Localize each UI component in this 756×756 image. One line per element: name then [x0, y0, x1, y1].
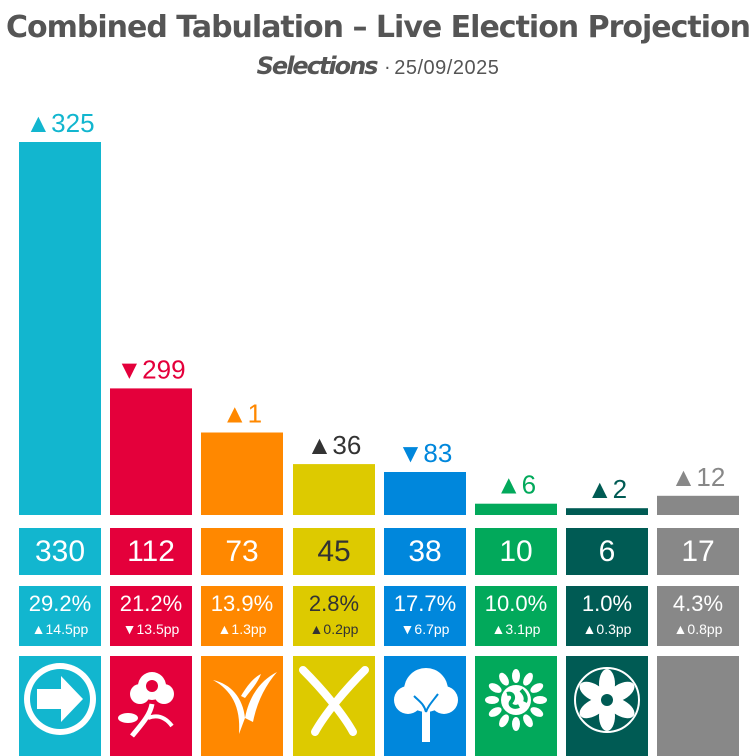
- vote-box-reform: 29.2% ▲14.5pp: [19, 586, 101, 646]
- brand-logo: Selections: [256, 52, 379, 80]
- vote-share-others: 4.3%: [672, 591, 724, 616]
- vote-change-conservative: ▼6.7pp: [400, 621, 450, 637]
- seat-count-others: 17: [657, 528, 739, 575]
- vote-box-green: 10.0% ▲3.1pp: [475, 586, 557, 646]
- date-label: 25/09/2025: [394, 57, 500, 79]
- bar-conservative: [384, 472, 466, 515]
- separator: ·: [384, 58, 391, 79]
- seat-change-label-reform: ▲325: [25, 108, 94, 138]
- vote-box-conservative: 17.7% ▼6.7pp: [384, 586, 466, 646]
- bar-plaid-cymru: [566, 508, 648, 515]
- vote-change-snp: ▲0.2pp: [309, 621, 359, 637]
- vote-change-plaid-cymru: ▲0.3pp: [582, 621, 632, 637]
- bar-others: [657, 495, 739, 515]
- poppy-logo-icon: [566, 656, 648, 756]
- bar-chart: ▲325 ▼299 ▲1 ▲36 ▼83 ▲6 ▲2 ▲12: [19, 108, 739, 515]
- seat-count-plaid-cymru: 6: [566, 528, 648, 575]
- vote-share-labour: 21.2%: [119, 591, 183, 616]
- chart-title: Combined Tabulation – Live Election Proj…: [5, 10, 751, 45]
- seat-change-label-labour: ▼299: [116, 354, 185, 384]
- vote-box-labour: 21.2% ▼13.5pp: [110, 586, 192, 646]
- seat-count-conservative: 38: [384, 528, 466, 575]
- seat-change-label-green: ▲6: [496, 470, 536, 500]
- seat-change-label-plaid-cymru: ▲2: [587, 474, 627, 504]
- arrow-logo-icon: [19, 656, 101, 756]
- seat-count-labour: 112: [110, 528, 192, 575]
- bar-green: [475, 503, 557, 515]
- vote-share-plaid-cymru: 1.0%: [581, 591, 633, 616]
- seat-count-snp: 45: [293, 528, 375, 575]
- vote-change-green: ▲3.1pp: [491, 621, 541, 637]
- bar-snp: [293, 464, 375, 515]
- seat-change-label-conservative: ▼83: [398, 438, 453, 468]
- vote-share-snp: 2.8%: [308, 591, 360, 616]
- vote-change-others: ▲0.8pp: [673, 621, 723, 637]
- seat-change-label-liberal-democrat: ▲1: [222, 399, 262, 429]
- vote-share-liberal-democrat: 13.9%: [210, 591, 274, 616]
- vote-share-green: 10.0%: [484, 591, 548, 616]
- saltire-logo-icon: [293, 656, 375, 756]
- subtitle: Selections · 25/09/2025: [0, 52, 756, 80]
- vote-change-labour: ▼13.5pp: [122, 621, 180, 637]
- bar-reform: [19, 142, 101, 515]
- vote-box-others: 4.3% ▲0.8pp: [657, 586, 739, 646]
- rose-logo-icon: [110, 656, 192, 756]
- tree-logo-icon: [384, 656, 466, 756]
- seat-change-label-others: ▲12: [671, 462, 726, 492]
- vote-change-liberal-democrat: ▲1.3pp: [217, 621, 267, 637]
- bird-logo-icon: [201, 656, 283, 756]
- globe-logo-icon: [475, 656, 557, 756]
- vote-box-plaid-cymru: 1.0% ▲0.3pp: [566, 586, 648, 646]
- logo-others: [657, 656, 739, 756]
- vote-change-reform: ▲14.5pp: [31, 621, 89, 637]
- vote-share-reform: 29.2%: [28, 591, 92, 616]
- vote-box-snp: 2.8% ▲0.2pp: [293, 586, 375, 646]
- seat-count-reform: 330: [19, 528, 101, 575]
- seat-count-liberal-democrat: 73: [201, 528, 283, 575]
- vote-share-conservative: 17.7%: [393, 591, 457, 616]
- seat-count-green: 10: [475, 528, 557, 575]
- vote-box-liberal-democrat: 13.9% ▲1.3pp: [201, 586, 283, 646]
- bar-liberal-democrat: [201, 432, 283, 515]
- bar-labour: [110, 388, 192, 515]
- seat-change-label-snp: ▲36: [307, 430, 362, 460]
